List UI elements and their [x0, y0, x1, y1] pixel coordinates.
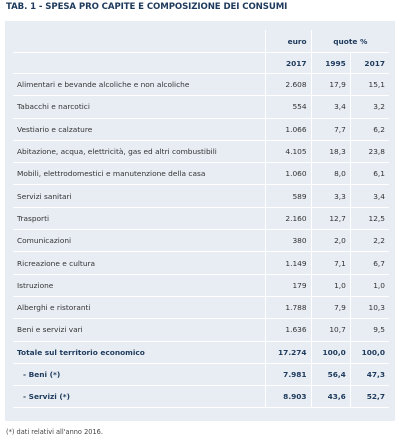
row-label: - Servizi (*)	[13, 385, 266, 409]
table-row: Comunicazioni 380 2,0 2,2	[13, 229, 389, 253]
table-row: - Beni (*) 7.981 56,4 47,3	[13, 363, 389, 387]
cell: 3,4	[349, 184, 389, 208]
cell: 8,0	[310, 162, 351, 186]
cell: 10,3	[349, 296, 389, 320]
row-label: Servizi sanitari	[13, 184, 266, 208]
table: euro quote % 2017 1995 2017 Alimentari e…	[13, 30, 389, 409]
cell: 17,9	[310, 73, 351, 97]
cell: 3,3	[310, 184, 351, 208]
cell: 9,5	[349, 318, 389, 342]
cell: 7,7	[310, 118, 351, 141]
header-cell: 2017	[265, 52, 312, 74]
cell: 7,9	[310, 296, 351, 320]
cell: 6,2	[349, 118, 389, 141]
cell: 1,0	[349, 274, 389, 297]
row-label: - Beni (*)	[13, 363, 266, 387]
row-label: Alimentari e bevande alcoliche e non alc…	[13, 73, 266, 97]
table-row: Alberghi e ristoranti 1.788 7,9 10,3	[13, 296, 389, 320]
table-row: Totale sul territorio economico 17.274 100…	[13, 341, 389, 364]
table-row: Trasporti 2.160 12,7 12,5	[13, 207, 389, 231]
cell: 3,4	[310, 95, 351, 119]
row-label: Tabacchi e narcotici	[13, 95, 266, 119]
cell: 8.903	[265, 385, 312, 409]
header-cell: 2017	[349, 52, 389, 74]
cell: 2.608	[265, 73, 312, 97]
title: TAB. 1 - SPESA PRO CAPITE E COMPOSIZIONE…	[6, 2, 288, 12]
cell: 6,7	[349, 251, 389, 275]
row-label: Mobili, elettrodomestici e manutenzione …	[13, 162, 266, 186]
header-row: 2017 1995 2017	[13, 52, 389, 74]
cell: 56,4	[310, 363, 351, 387]
table-row: Mobili, elettrodomestici e manutenzione …	[13, 162, 389, 186]
cell: 17.274	[265, 341, 312, 364]
cell: 1.636	[265, 318, 312, 342]
header-row: euro quote %	[13, 30, 389, 53]
cell: 10,7	[310, 318, 351, 342]
row-label: Istruzione	[13, 274, 266, 297]
cell: 18,3	[310, 140, 351, 164]
table-row: Tabacchi e narcotici 554 3,4 3,2	[13, 95, 389, 119]
table-row: Servizi sanitari 589 3,3 3,4	[13, 184, 389, 208]
cell: 100,0	[310, 341, 351, 364]
cell: 1.149	[265, 251, 312, 275]
cell: 47,3	[349, 363, 389, 387]
cell: 1.066	[265, 118, 312, 141]
header-cell: 1995	[310, 52, 351, 74]
row-label: Trasporti	[13, 207, 266, 231]
table-row: Beni e servizi vari 1.636 10,7 9,5	[13, 318, 389, 342]
cell: 1.060	[265, 162, 312, 186]
table-row: Ricreazione e cultura 1.149 7,1 6,7	[13, 251, 389, 275]
cell: 15,1	[349, 73, 389, 97]
cell: 4.105	[265, 140, 312, 164]
cell: 179	[265, 274, 312, 297]
cell: 1,0	[310, 274, 351, 297]
cell: 7.981	[265, 363, 312, 387]
cell: 43,6	[310, 385, 351, 409]
footnote: (*) dati relativi all'anno 2016.	[6, 428, 103, 436]
row-label: Vestiario e calzature	[13, 118, 266, 141]
cell: 554	[265, 95, 312, 119]
cell: 23,8	[349, 140, 389, 164]
header-cell: euro	[265, 30, 312, 53]
row-label: Abitazione, acqua, elettricità, gas ed a…	[13, 140, 266, 164]
table-row: Vestiario e calzature 1.066 7,7 6,2	[13, 118, 389, 141]
cell: 1.788	[265, 296, 312, 320]
row-label: Comunicazioni	[13, 229, 266, 253]
table-row: - Servizi (*) 8.903 43,6 52,7	[13, 385, 389, 409]
table-panel: euro quote % 2017 1995 2017 Alimentari e…	[5, 21, 395, 421]
header-cell: quote %	[310, 30, 389, 53]
cell: 52,7	[349, 385, 389, 409]
cell: 7,1	[310, 251, 351, 275]
row-label: Beni e servizi vari	[13, 318, 266, 342]
cell: 12,5	[349, 207, 389, 231]
header-cell	[13, 52, 266, 74]
cell: 3,2	[349, 95, 389, 119]
header-cell	[13, 30, 266, 53]
table-row: Abitazione, acqua, elettricità, gas ed a…	[13, 140, 389, 164]
row-label: Ricreazione e cultura	[13, 251, 266, 275]
row-label: Totale sul territorio economico	[13, 341, 266, 364]
cell: 380	[265, 229, 312, 253]
cell: 2.160	[265, 207, 312, 231]
cell: 2,0	[310, 229, 351, 253]
cell: 589	[265, 184, 312, 208]
cell: 6,1	[349, 162, 389, 186]
row-label: Alberghi e ristoranti	[13, 296, 266, 320]
table-row: Istruzione 179 1,0 1,0	[13, 274, 389, 297]
table-row: Alimentari e bevande alcoliche e non alc…	[13, 73, 389, 97]
cell: 12,7	[310, 207, 351, 231]
cell: 2,2	[349, 229, 389, 253]
cell: 100,0	[349, 341, 389, 364]
